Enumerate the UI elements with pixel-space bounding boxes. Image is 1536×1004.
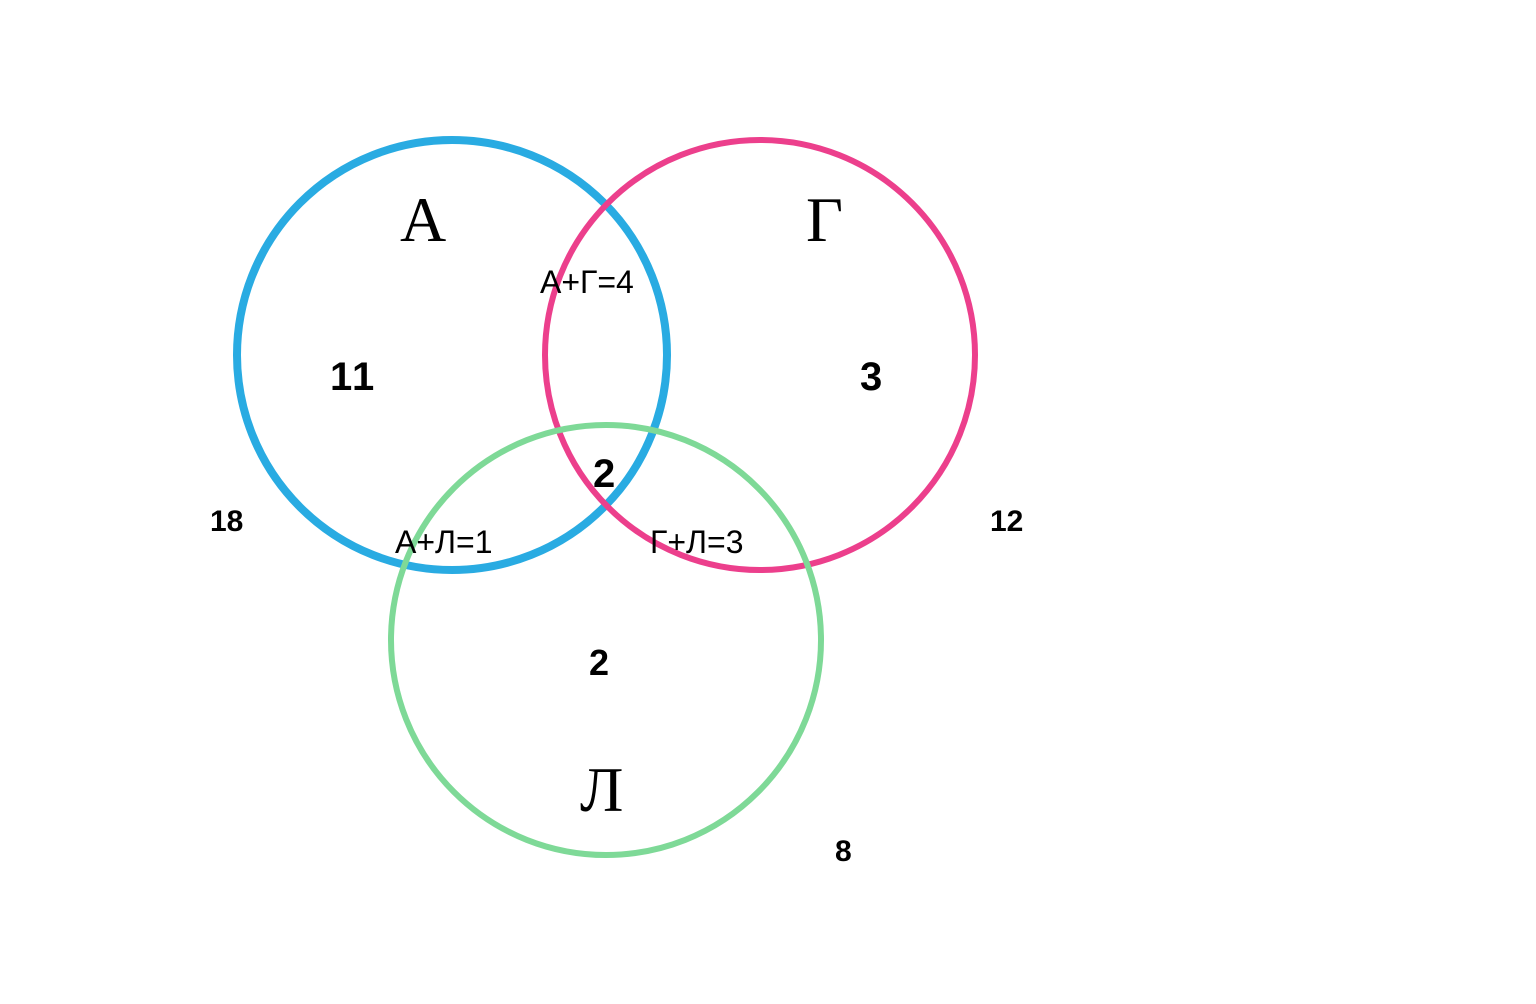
region-G-and-L: Г+Л=3 [650,524,744,561]
venn-svg [0,0,1536,999]
set-label-A: А [400,183,446,257]
set-label-G: Г [806,183,843,257]
region-A-and-G: А+Г=4 [540,264,634,301]
circle-G [545,140,975,570]
region-only-A: 11 [330,355,376,400]
region-only-L: 2 [589,642,611,684]
venn-diagram: А Г Л 11 3 2 2 А+Г=4 А+Л=1 Г+Л=3 18 12 8 [0,0,1536,999]
total-A: 18 [210,505,243,539]
total-L: 8 [835,835,852,869]
region-A-and-L: А+Л=1 [395,524,493,561]
region-only-G: 3 [860,355,884,400]
total-G: 12 [990,505,1023,539]
region-center: 2 [593,452,617,497]
set-label-L: Л [580,753,623,827]
